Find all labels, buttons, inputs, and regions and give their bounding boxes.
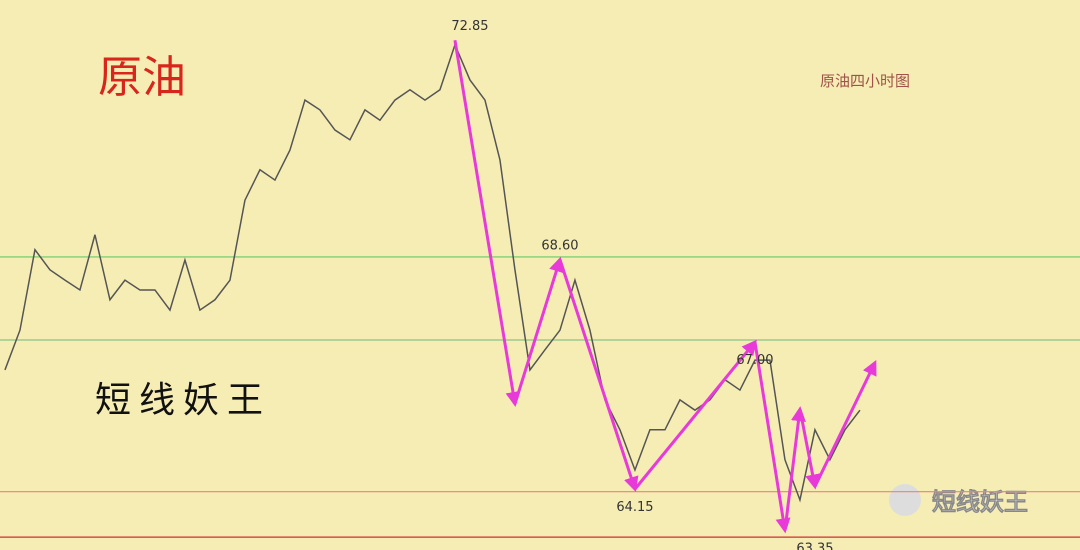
annotation: 短线妖王 — [95, 380, 271, 421]
trend-arrow — [783, 406, 806, 531]
chart-subtitle: 原油四小时图 — [820, 72, 910, 90]
price-label: 67.00 — [736, 353, 773, 368]
trend-arrow — [453, 39, 521, 407]
trend-arrow — [513, 256, 564, 405]
logo — [889, 484, 921, 516]
price-label: 72.85 — [451, 19, 488, 34]
trend-arrow — [813, 360, 877, 488]
trend-arrow — [558, 259, 639, 492]
watermark: 短线妖王 — [932, 488, 1028, 516]
trend-arrow — [753, 341, 791, 534]
chart-title: 原油 — [98, 52, 186, 103]
price-line — [4, 42, 861, 503]
price-label: 64.15 — [616, 500, 653, 515]
price-label: 68.60 — [541, 239, 578, 254]
price-label: 63.35 — [796, 541, 833, 550]
trend-arrow — [633, 339, 757, 491]
trend-arrow — [798, 408, 821, 490]
